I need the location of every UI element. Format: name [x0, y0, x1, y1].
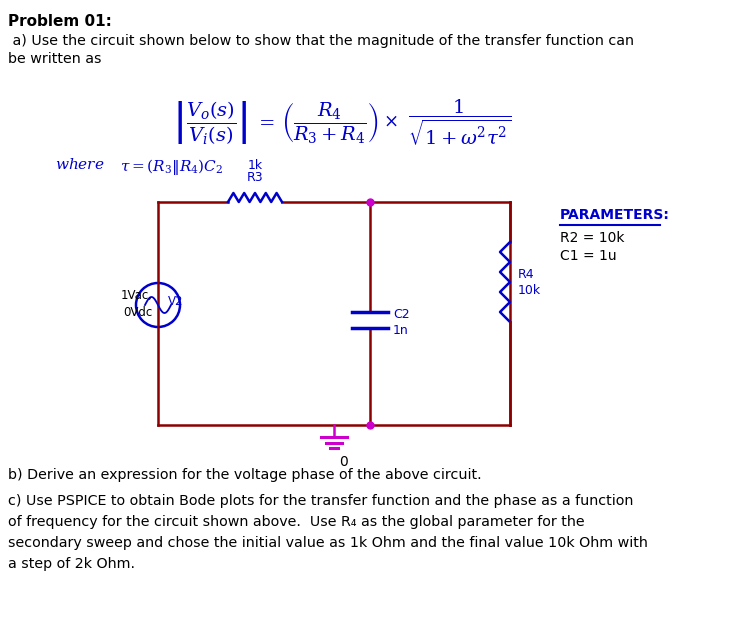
Text: V2: V2	[168, 295, 183, 308]
Text: $=$: $=$	[255, 112, 275, 131]
Text: $\left(\dfrac{R_4}{R_3+R_4}\right)$: $\left(\dfrac{R_4}{R_3+R_4}\right)$	[281, 99, 378, 144]
Text: of frequency for the circuit shown above.  Use R₄ as the global parameter for th: of frequency for the circuit shown above…	[8, 515, 584, 529]
Text: $\mathit{where}$: $\mathit{where}$	[55, 157, 105, 172]
Text: $\times$: $\times$	[383, 113, 397, 131]
Text: R3: R3	[247, 171, 263, 184]
Text: be written as: be written as	[8, 52, 102, 66]
Text: 10k: 10k	[518, 283, 541, 296]
Text: $\tau = \left(R_3 \| R_4\right)C_2$: $\tau = \left(R_3 \| R_4\right)C_2$	[120, 157, 223, 177]
Text: Problem 01:: Problem 01:	[8, 14, 112, 29]
Text: 1n: 1n	[393, 323, 409, 337]
Text: 1Vac,: 1Vac,	[121, 288, 153, 301]
Text: secondary sweep and chose the initial value as 1k Ohm and the final value 10k Oh: secondary sweep and chose the initial va…	[8, 536, 648, 550]
Text: $\dfrac{1}{\sqrt{1+\omega^2\tau^2}}$: $\dfrac{1}{\sqrt{1+\omega^2\tau^2}}$	[408, 97, 511, 147]
Text: PARAMETERS:: PARAMETERS:	[560, 208, 670, 222]
Text: C2: C2	[393, 308, 410, 322]
Text: b) Derive an expression for the voltage phase of the above circuit.: b) Derive an expression for the voltage …	[8, 468, 481, 482]
Text: 1k: 1k	[247, 159, 262, 172]
Text: a) Use the circuit shown below to show that the magnitude of the transfer functi: a) Use the circuit shown below to show t…	[8, 34, 634, 48]
Text: 0Vdc: 0Vdc	[124, 306, 153, 320]
Text: c) Use PSPICE to obtain Bode plots for the transfer function and the phase as a : c) Use PSPICE to obtain Bode plots for t…	[8, 494, 633, 508]
Text: R4: R4	[518, 268, 535, 281]
Text: a step of 2k Ohm.: a step of 2k Ohm.	[8, 557, 135, 571]
Text: R2 = 10k: R2 = 10k	[560, 231, 624, 245]
Text: $\left|\dfrac{V_o(s)}{V_i(s)}\right|$: $\left|\dfrac{V_o(s)}{V_i(s)}\right|$	[172, 99, 248, 146]
Text: C1 = 1u: C1 = 1u	[560, 249, 617, 263]
Text: 0: 0	[339, 455, 347, 469]
